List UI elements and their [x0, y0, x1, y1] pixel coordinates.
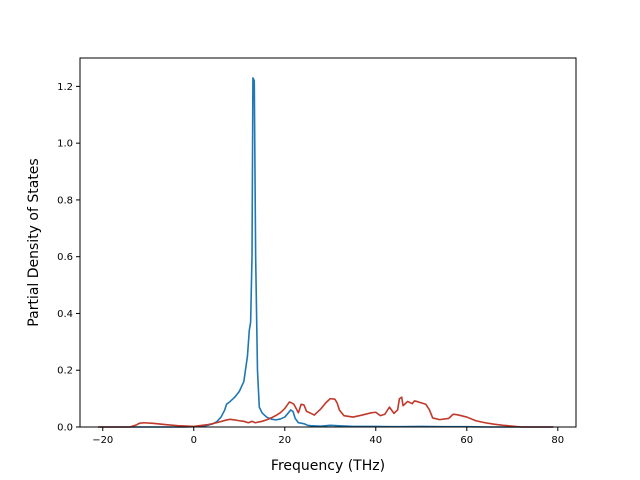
x-axis: −20 0 20 40 60 80	[92, 427, 564, 446]
x-tick-label: 80	[551, 435, 564, 446]
y-tick-label: 0.8	[57, 195, 73, 206]
y-tick-label: 0.4	[57, 309, 73, 320]
x-tick-label: 0	[191, 435, 197, 446]
y-tick-label: 0.6	[57, 252, 73, 263]
y-axis: 0.0 0.2 0.4 0.6 0.8 1.0 1.2	[57, 82, 80, 434]
x-tick-label: 40	[369, 435, 382, 446]
y-tick-label: 0.2	[57, 366, 73, 377]
plot-frame	[79, 57, 577, 428]
x-tick-label: 60	[460, 435, 473, 446]
y-tick-label: 0.0	[57, 423, 73, 434]
series-line-2	[98, 396, 554, 428]
x-tick-label: −20	[92, 435, 113, 446]
y-axis-label: Partial Density of States	[26, 158, 42, 326]
series-layer	[98, 77, 554, 428]
y-tick-label: 1.0	[57, 139, 73, 150]
y-tick-label: 1.2	[57, 82, 73, 93]
series-line-1	[98, 77, 554, 428]
x-tick-label: 20	[278, 435, 291, 446]
x-axis-label: Frequency (THz)	[271, 458, 385, 474]
